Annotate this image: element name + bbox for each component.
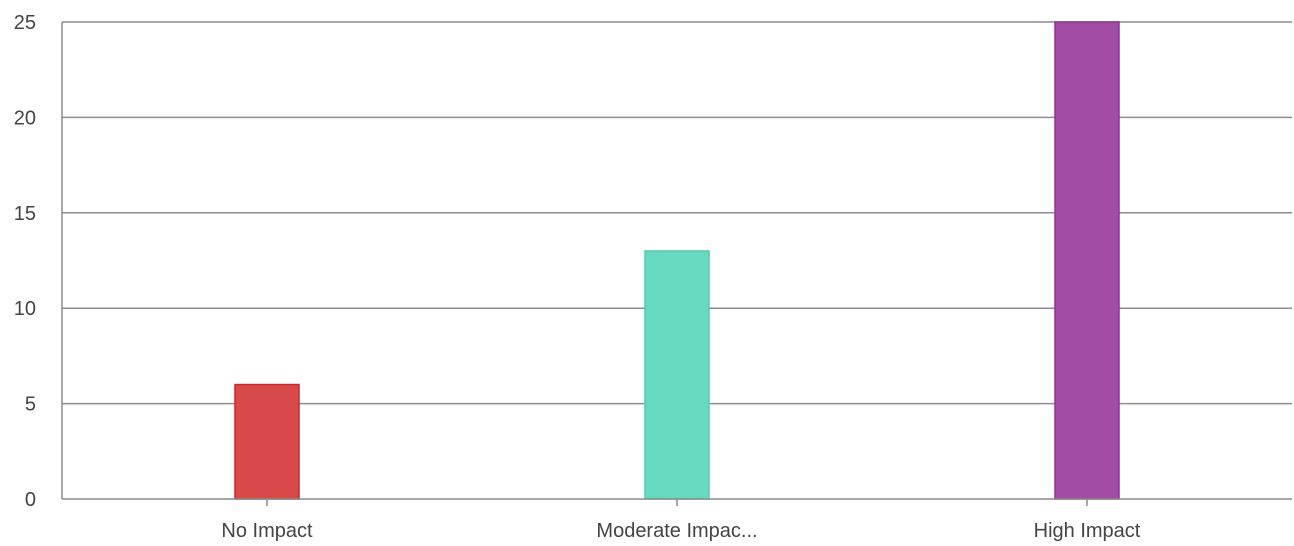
- y-tick-label: 0: [25, 489, 36, 511]
- bar: [1054, 21, 1120, 500]
- y-tick-label: 10: [14, 298, 36, 320]
- bar: [234, 383, 300, 500]
- y-tick-label: 15: [14, 203, 36, 225]
- bars: [234, 21, 1120, 500]
- bar: [644, 250, 710, 500]
- y-tick-label: 25: [14, 12, 36, 34]
- y-tick-label: 5: [25, 394, 36, 416]
- x-tick-label: Moderate Impac...: [596, 520, 757, 542]
- axes: [61, 22, 1292, 506]
- x-tick-label: High Impact: [1034, 520, 1141, 542]
- y-tick-label: 20: [14, 107, 36, 129]
- x-tick-label: No Impact: [221, 520, 313, 542]
- tick-labels: 0 5 10 15 20 25 No Impact Moderate Impac... High…: [14, 12, 1141, 542]
